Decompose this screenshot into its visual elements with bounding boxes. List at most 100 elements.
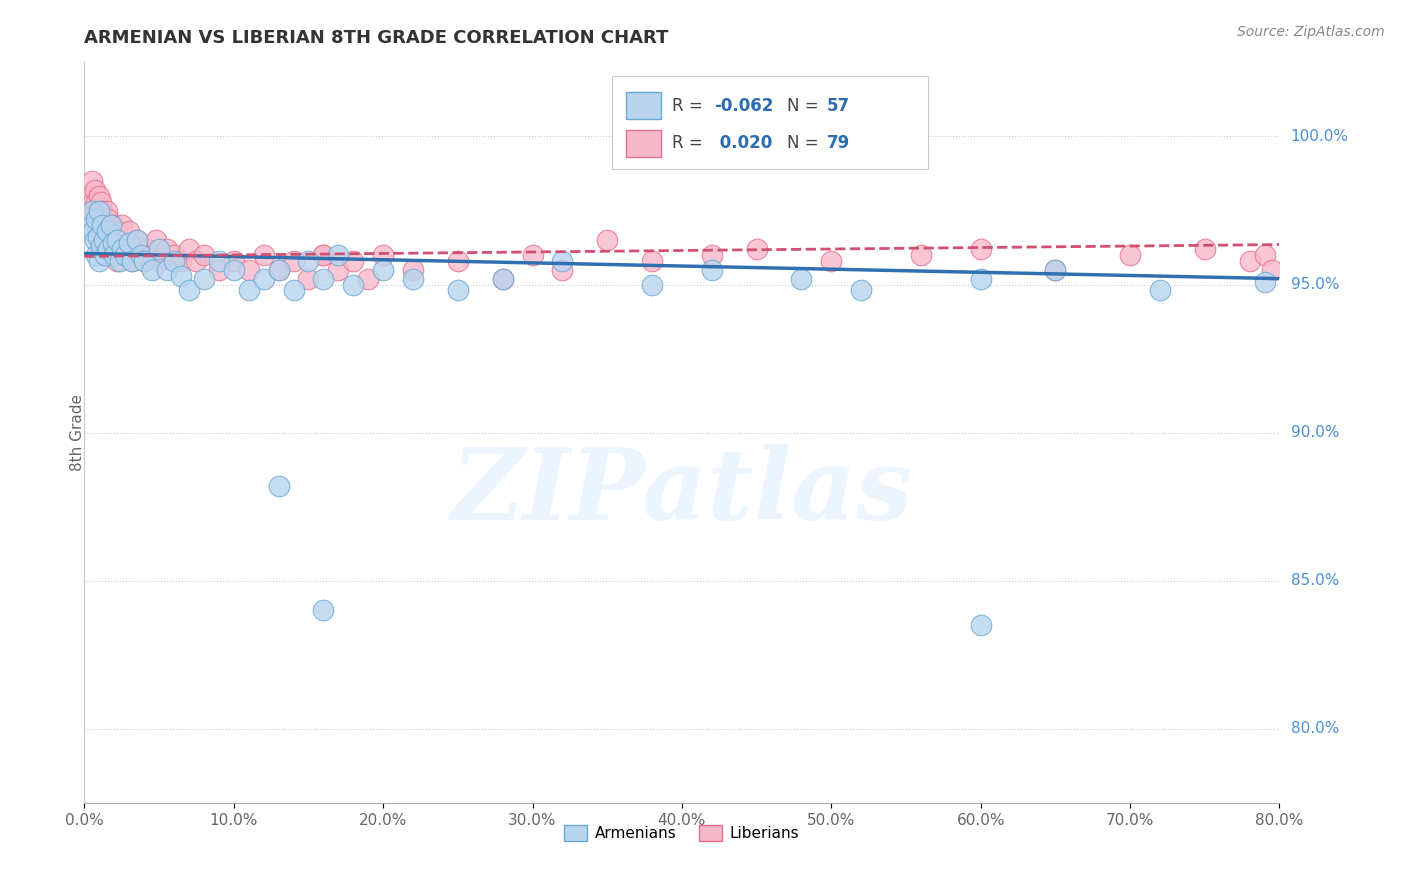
Point [94, 248, 117, 262]
Point [141, 248, 163, 262]
Point [129, 248, 152, 262]
Point [97, 242, 120, 256]
Text: 57: 57 [827, 97, 849, 115]
Point [163, 253, 186, 268]
Point [80, 174, 103, 188]
Point [1149, 284, 1171, 298]
Point [100, 233, 122, 247]
Point [82, 194, 104, 209]
Point [87, 230, 110, 244]
Point [283, 253, 305, 268]
Point [447, 284, 470, 298]
Point [83, 203, 105, 218]
Point [447, 253, 470, 268]
Text: 85.0%: 85.0% [1291, 574, 1339, 588]
Point [83, 183, 105, 197]
Text: N =: N = [787, 97, 824, 115]
Point [170, 253, 193, 268]
Point [118, 236, 141, 251]
Point [91, 224, 114, 238]
Point [79, 203, 101, 218]
Point [551, 262, 574, 277]
Point [193, 248, 215, 262]
Point [97, 212, 120, 227]
Point [93, 233, 115, 247]
Point [132, 253, 156, 268]
Point [89, 253, 111, 268]
Point [253, 271, 276, 285]
Point [93, 212, 115, 227]
Point [851, 284, 873, 298]
Legend: Armenians, Liberians: Armenians, Liberians [558, 819, 806, 847]
Point [90, 194, 112, 209]
Point [121, 253, 143, 268]
Point [100, 219, 122, 233]
Point [1261, 262, 1284, 277]
Point [312, 248, 335, 262]
Point [328, 248, 350, 262]
Point [267, 262, 290, 277]
Point [110, 253, 132, 268]
Point [1045, 262, 1067, 277]
Point [129, 248, 152, 262]
Point [136, 242, 159, 256]
Point [1194, 242, 1216, 256]
Point [89, 212, 111, 227]
Point [90, 239, 112, 253]
Point [77, 188, 100, 202]
Point [700, 248, 723, 262]
Text: 79: 79 [827, 135, 851, 153]
Point [90, 233, 112, 247]
Point [402, 271, 425, 285]
Point [177, 242, 200, 256]
Point [107, 233, 129, 247]
Point [1119, 248, 1142, 262]
Point [641, 253, 664, 268]
Point [238, 262, 260, 277]
Point [83, 233, 105, 247]
Point [745, 242, 768, 256]
Point [312, 271, 335, 285]
Point [1239, 253, 1261, 268]
Text: ZIPatlas: ZIPatlas [451, 443, 912, 540]
Point [1253, 275, 1275, 289]
Point [522, 248, 544, 262]
Point [86, 248, 108, 262]
Point [96, 224, 118, 238]
Point [91, 203, 114, 218]
Point [492, 271, 515, 285]
Point [170, 268, 193, 283]
Point [155, 262, 177, 277]
Point [87, 224, 110, 238]
Point [148, 242, 170, 256]
Point [208, 262, 231, 277]
Point [96, 203, 118, 218]
Point [970, 271, 993, 285]
Point [118, 224, 141, 238]
Point [596, 233, 619, 247]
Text: 80.0%: 80.0% [1291, 722, 1339, 736]
Point [177, 284, 200, 298]
Point [103, 242, 125, 256]
Point [86, 194, 108, 209]
Point [402, 262, 425, 277]
Point [97, 248, 120, 262]
Point [373, 262, 395, 277]
Point [222, 253, 245, 268]
Point [297, 271, 319, 285]
Point [297, 253, 319, 268]
Point [283, 284, 305, 298]
Point [114, 242, 136, 256]
Point [267, 479, 290, 493]
Point [132, 253, 156, 268]
Text: -0.062: -0.062 [714, 97, 773, 115]
Point [357, 271, 380, 285]
Point [111, 248, 134, 262]
Point [328, 262, 350, 277]
Point [700, 262, 723, 277]
Point [101, 219, 124, 233]
Point [141, 262, 163, 277]
Point [94, 219, 117, 233]
Point [970, 618, 993, 632]
Point [193, 271, 215, 285]
